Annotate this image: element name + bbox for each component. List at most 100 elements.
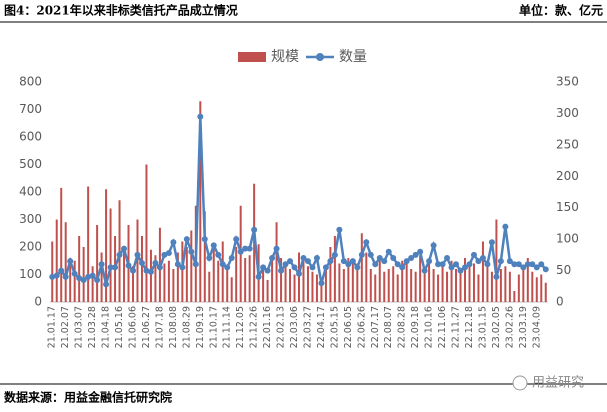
bar	[423, 269, 426, 302]
bar	[91, 266, 94, 302]
line-marker	[246, 245, 253, 252]
line-marker	[76, 275, 83, 282]
x-tick-label: 22.10.16	[424, 306, 435, 348]
line-marker	[336, 226, 343, 233]
line-marker	[62, 273, 69, 280]
line-marker	[313, 255, 320, 261]
bar	[517, 274, 520, 302]
bar	[244, 258, 247, 302]
line-marker	[161, 251, 168, 258]
line-marker	[399, 264, 406, 271]
x-tick-label: 23.03.19	[518, 306, 529, 348]
line-marker	[103, 281, 110, 288]
line-marker	[331, 251, 338, 258]
line-marker	[484, 261, 491, 268]
x-tick-label: 21.09.19	[195, 306, 206, 348]
line-marker	[273, 245, 280, 252]
bar	[302, 258, 305, 302]
x-tick-label: 22.02.13	[276, 306, 287, 348]
line-marker	[228, 255, 235, 261]
bar	[167, 260, 170, 302]
bar	[481, 241, 484, 302]
x-tick-label: 23.01.15	[477, 306, 488, 348]
line-marker	[444, 255, 451, 261]
line-marker	[112, 264, 119, 271]
line-marker	[197, 113, 204, 120]
x-tick-label: 22.09.18	[410, 306, 421, 348]
bar	[311, 271, 314, 302]
bar	[226, 266, 229, 302]
line-marker	[506, 258, 513, 265]
bar	[441, 266, 444, 302]
x-tick-label: 21.12.26	[249, 306, 260, 348]
line-marker	[520, 264, 527, 271]
source: 数据来源：用益金融信托研究院	[4, 390, 172, 405]
bar	[64, 222, 67, 302]
line-marker	[340, 258, 347, 265]
bar	[293, 274, 296, 302]
bar	[154, 255, 157, 302]
y2-tick-label: 250	[556, 137, 579, 151]
line-marker	[430, 242, 437, 249]
line-marker	[403, 258, 410, 265]
bar	[360, 233, 363, 302]
bar	[289, 269, 292, 302]
x-tick-label: 21.04.18	[101, 306, 112, 348]
bar	[508, 271, 511, 302]
bar	[271, 255, 274, 302]
bar	[275, 222, 278, 302]
x-tick-label: 21.05.16	[114, 306, 125, 348]
bar	[73, 260, 76, 302]
bar	[284, 266, 287, 302]
legend-label: 规模	[271, 49, 299, 65]
bar	[338, 263, 341, 302]
x-tick-label: 22.06.05	[343, 306, 354, 348]
bar	[235, 247, 238, 302]
x-tick-label: 22.05.15	[329, 306, 340, 348]
x-tick-label: 22.01.16	[262, 306, 273, 348]
line-marker	[147, 268, 154, 275]
bar	[221, 241, 224, 302]
bar	[185, 247, 188, 302]
bar	[531, 271, 534, 302]
line-marker	[67, 258, 74, 265]
line-marker	[58, 267, 65, 274]
y2-tick-label: 0	[556, 295, 564, 309]
line-marker	[121, 245, 128, 252]
x-tick-label: 21.12.05	[235, 306, 246, 348]
bar	[329, 247, 332, 302]
line-marker	[255, 273, 262, 280]
line-marker	[412, 251, 419, 258]
legend-swatch	[238, 52, 266, 62]
x-tick-label: 21.07.18	[154, 306, 165, 348]
legend-label: 数量	[339, 49, 367, 65]
bar	[145, 164, 148, 302]
bar	[540, 274, 543, 302]
line-marker	[278, 267, 285, 274]
line-marker	[116, 251, 123, 258]
line-marker	[80, 277, 87, 283]
line-marker	[125, 262, 132, 269]
line-marker	[134, 251, 141, 258]
line-marker	[462, 264, 468, 271]
line-marker	[457, 267, 464, 274]
y2-tick-label: 200	[556, 169, 579, 183]
line-marker	[502, 223, 509, 230]
bar	[468, 266, 471, 302]
y-tick-label: 600	[19, 130, 42, 144]
x-tick-label: 21.02.07	[60, 306, 71, 348]
y-tick-label: 700	[19, 102, 42, 116]
line-marker	[89, 272, 96, 279]
x-tick-label: 22.03.27	[302, 306, 313, 348]
bar	[504, 266, 507, 302]
bar	[333, 236, 336, 302]
line-marker	[470, 251, 477, 258]
bar	[60, 187, 63, 302]
bar	[396, 274, 399, 302]
line-marker	[497, 258, 504, 265]
bar	[428, 263, 431, 302]
line-marker	[206, 255, 213, 261]
bar	[369, 269, 372, 302]
line-marker	[322, 264, 329, 271]
